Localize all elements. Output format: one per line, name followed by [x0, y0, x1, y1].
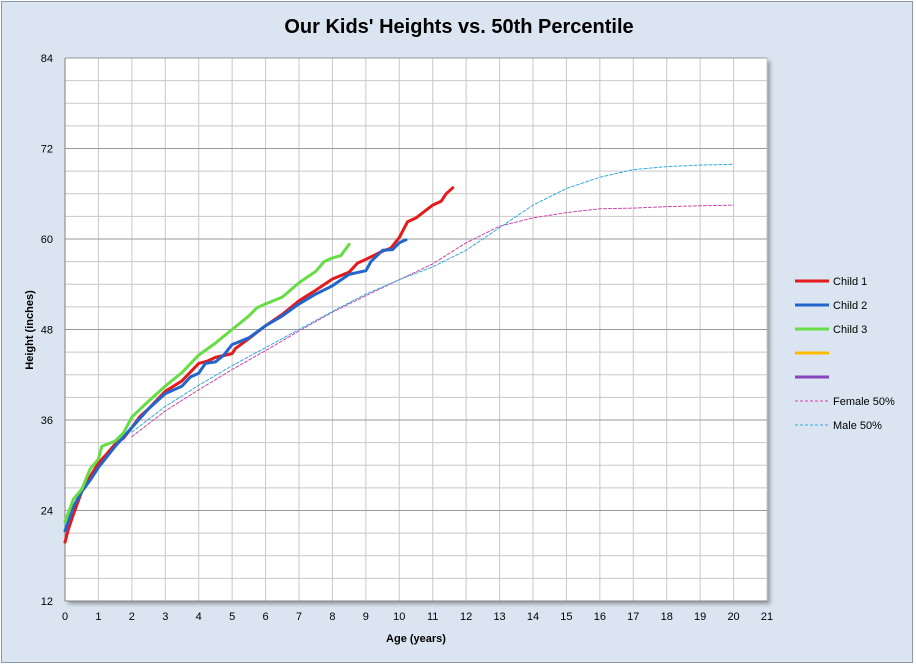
x-tick-label: 9: [363, 611, 369, 623]
series-line-5: [131, 204, 735, 438]
chart-title: Our Kids' Heights vs. 50th Percentile: [284, 16, 634, 38]
axes: 0 1 2 3 4 5 6 7 8 9 10 11 12 13 14 15 16 17 18 19 20 21122436…: [41, 53, 773, 623]
x-axis-title: Age (years): [386, 633, 446, 645]
x-tick-label: 18: [661, 611, 673, 623]
x-tick-label: 20: [727, 611, 739, 623]
series-lines: [63, 163, 735, 544]
x-tick-label: 5: [229, 611, 235, 623]
legend-label-0: Child 1: [833, 276, 867, 288]
y-tick-label: 48: [41, 325, 53, 337]
x-tick-label: 3: [162, 611, 168, 623]
x-tick-label: 7: [296, 611, 302, 623]
y-tick-label: 72: [41, 144, 53, 156]
y-axis-title: Height (inches): [24, 290, 36, 370]
x-tick-label: 8: [329, 611, 335, 623]
x-tick-label: 12: [460, 611, 472, 623]
legend-label-6: Male 50%: [833, 420, 882, 432]
legend-label-1: Child 2: [833, 300, 867, 312]
x-tick-label: 16: [594, 611, 606, 623]
x-tick-label: 0: [62, 611, 68, 623]
x-tick-label: 11: [427, 611, 438, 623]
x-tick-label: 17: [627, 611, 639, 623]
x-tick-label: 13: [493, 611, 505, 623]
x-tick-label: 2: [129, 611, 135, 623]
series-line-0: [63, 186, 455, 544]
y-tick-label: 60: [41, 234, 53, 246]
x-tick-label: 1: [95, 611, 101, 623]
x-tick-label: 4: [196, 611, 202, 623]
x-tick-label: 14: [527, 611, 539, 623]
y-tick-label: 84: [41, 53, 53, 65]
series-line-6: [131, 163, 735, 433]
x-tick-label: 6: [263, 611, 269, 623]
x-tick-label: 10: [393, 611, 405, 623]
x-tick-label: 21: [761, 611, 773, 623]
y-tick-label: 12: [41, 596, 53, 608]
x-tick-label: 19: [694, 611, 706, 623]
grid: [64, 57, 768, 602]
series-line-2: [63, 242, 351, 524]
legend-label-5: Female 50%: [833, 396, 895, 408]
x-tick-label: 15: [560, 611, 572, 623]
series-line-1: [63, 238, 408, 533]
legend: Child 1 Child 2 Child 3 Female 50% Male 50%: [795, 276, 895, 432]
y-tick-label: 24: [41, 506, 53, 518]
y-tick-label: 36: [41, 415, 53, 427]
legend-label-2: Child 3: [833, 324, 867, 336]
